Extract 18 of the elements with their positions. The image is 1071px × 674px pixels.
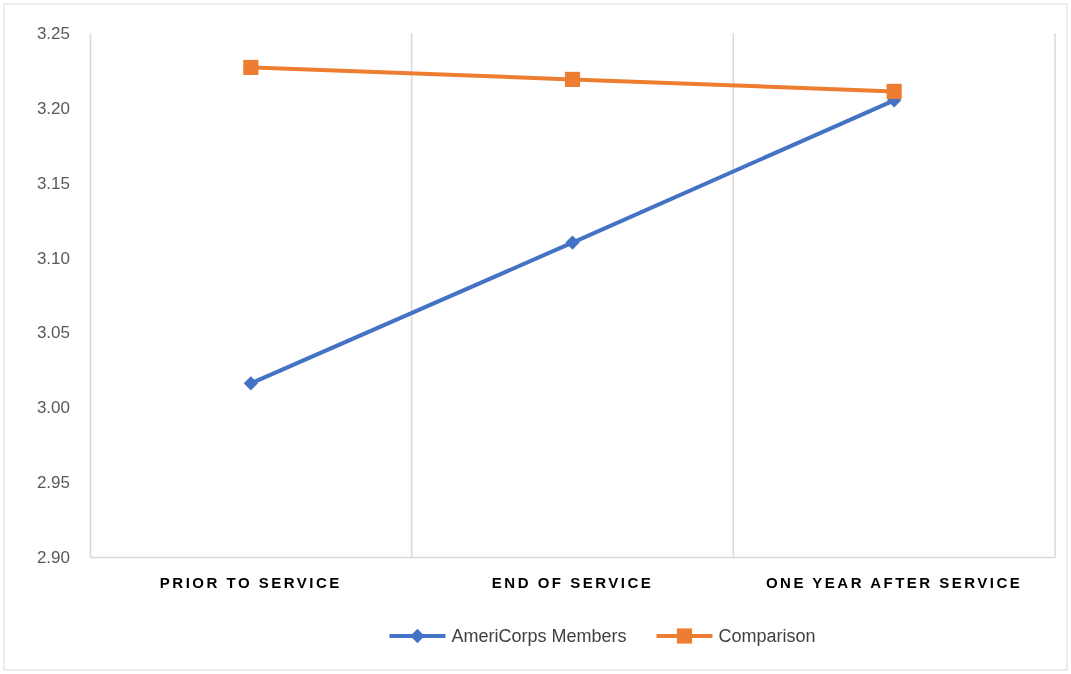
point [243, 59, 259, 76]
x-tick-label: END OF SERVICE [491, 573, 654, 591]
y-tick-label: 3.05 [36, 323, 70, 343]
y-tick-label: 3.10 [36, 248, 70, 268]
y-tick-label: 2.95 [36, 473, 70, 493]
legend-label: AmeriCorps Members [451, 626, 627, 646]
point [565, 235, 580, 250]
y-tick-label: 3.15 [36, 173, 70, 193]
y-tick-label: 2.90 [36, 547, 70, 567]
legend-label: Comparison [718, 626, 816, 646]
y-tick-label: 3.25 [36, 23, 70, 43]
y-tick-label: 3.20 [36, 98, 70, 118]
point [243, 376, 258, 391]
x-tick-label: PRIOR TO SERVICE [159, 573, 342, 591]
x-tick-label: ONE YEAR AFTER SERVICE [765, 573, 1023, 591]
point [886, 83, 902, 99]
point [564, 71, 581, 87]
y-tick-label: 3.00 [36, 398, 70, 418]
